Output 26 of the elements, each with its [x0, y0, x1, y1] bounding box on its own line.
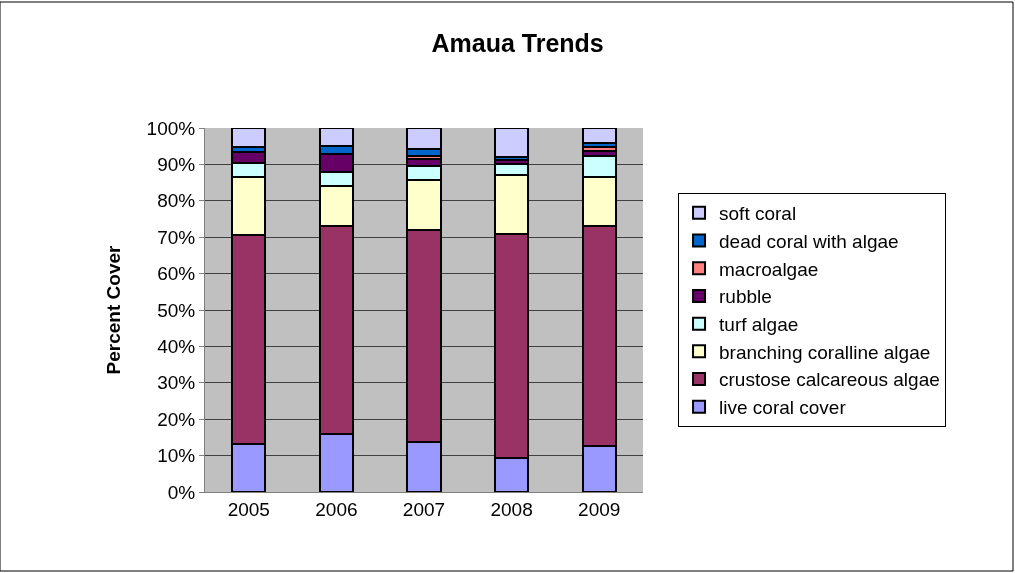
- x-tick-label: 2009: [578, 498, 621, 520]
- y-tick-label: 60%: [157, 263, 196, 285]
- y-tick-label: 0%: [167, 481, 196, 503]
- legend-label: soft coral: [719, 203, 797, 225]
- legend-label: dead coral with algae: [719, 230, 899, 252]
- legend-label: branching coralline algae: [719, 341, 931, 363]
- x-tick-label: 2006: [315, 498, 358, 520]
- chart-title: Amaua Trends: [431, 28, 604, 57]
- x-tick-label: 2007: [402, 498, 446, 520]
- legend-label: turf algae: [719, 314, 799, 336]
- y-tick-label: 10%: [157, 445, 196, 467]
- y-tick-label: 40%: [157, 336, 196, 358]
- y-axis-title: Percent Cover: [103, 244, 125, 375]
- y-tick-label: 90%: [157, 154, 196, 176]
- legend-label: macroalgae: [719, 258, 819, 280]
- y-tick-label: 70%: [157, 226, 196, 248]
- y-tick-label: 80%: [157, 190, 196, 212]
- y-tick-label: 100%: [146, 117, 196, 139]
- legend-label: crustose calcareous algae: [719, 369, 940, 391]
- legend-label: live coral cover: [719, 397, 847, 419]
- y-tick-label: 30%: [157, 372, 196, 394]
- legend-label: rubble: [719, 286, 772, 308]
- x-tick-label: 2005: [227, 498, 270, 520]
- x-tick-label: 2008: [490, 498, 533, 520]
- y-tick-label: 50%: [157, 299, 196, 321]
- y-tick-label: 20%: [157, 408, 196, 430]
